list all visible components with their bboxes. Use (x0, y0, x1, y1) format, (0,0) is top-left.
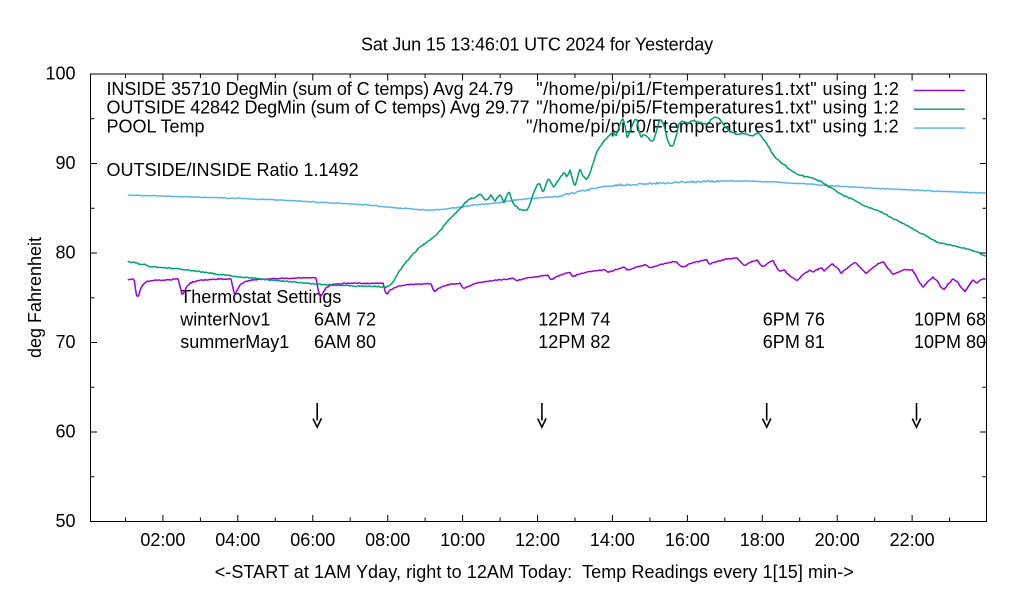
svg-text:Thermostat Settings: Thermostat Settings (180, 287, 341, 307)
svg-text:90: 90 (55, 153, 75, 173)
svg-text:02:00: 02:00 (140, 530, 185, 550)
svg-text:06:00: 06:00 (290, 530, 335, 550)
svg-text:70: 70 (55, 332, 75, 352)
svg-text:6AM 72: 6AM 72 (314, 310, 376, 330)
svg-text:22:00: 22:00 (890, 530, 935, 550)
svg-text:"/home/pi/pi10/Ftemperatures1.: "/home/pi/pi10/Ftemperatures1.txt" using… (526, 116, 899, 136)
svg-text:20:00: 20:00 (815, 530, 860, 550)
svg-text:"/home/pi/pi1/Ftemperatures1.t: "/home/pi/pi1/Ftemperatures1.txt" using … (536, 79, 899, 99)
svg-text:winterNov1: winterNov1 (179, 310, 270, 330)
svg-text:08:00: 08:00 (365, 530, 410, 550)
svg-text:Sat Jun 15 13:46:01 UTC 2024 f: Sat Jun 15 13:46:01 UTC 2024 for Yesterd… (361, 35, 713, 55)
svg-text:12PM 74: 12PM 74 (538, 310, 610, 330)
svg-text:<-START at 1AM Yday, right to: <-START at 1AM Yday, right to 12AM Today… (215, 562, 854, 582)
svg-text:6PM 81: 6PM 81 (763, 332, 825, 352)
svg-text:INSIDE 35710 DegMin (sum of C: INSIDE 35710 DegMin (sum of C temps) Avg… (107, 79, 514, 99)
svg-text:12:00: 12:00 (515, 530, 560, 550)
svg-text:6AM 80: 6AM 80 (314, 332, 376, 352)
svg-text:04:00: 04:00 (215, 530, 260, 550)
svg-text:OUTSIDE 42842 DegMin (sum of C: OUTSIDE 42842 DegMin (sum of C temps) Av… (107, 98, 530, 118)
svg-text:10PM 68: 10PM 68 (914, 310, 986, 330)
svg-text:14:00: 14:00 (590, 530, 635, 550)
svg-text:"/home/pi/pi5/Ftemperatures1.t: "/home/pi/pi5/Ftemperatures1.txt" using … (536, 98, 899, 118)
svg-text:deg Fahrenheit: deg Fahrenheit (25, 237, 45, 358)
svg-text:OUTSIDE/INSIDE Ratio 1.1492: OUTSIDE/INSIDE Ratio 1.1492 (107, 160, 359, 180)
svg-text:16:00: 16:00 (665, 530, 710, 550)
svg-text:10PM 80: 10PM 80 (914, 332, 986, 352)
svg-text:80: 80 (55, 243, 75, 263)
svg-text:50: 50 (55, 511, 75, 531)
svg-text:6PM 76: 6PM 76 (763, 310, 825, 330)
svg-text:18:00: 18:00 (740, 530, 785, 550)
svg-text:60: 60 (55, 422, 75, 442)
svg-text:100: 100 (45, 64, 75, 84)
svg-text:10:00: 10:00 (440, 530, 485, 550)
svg-text:12PM 82: 12PM 82 (538, 332, 610, 352)
svg-text:summerMay1: summerMay1 (180, 332, 289, 352)
svg-text:POOL Temp: POOL Temp (107, 116, 205, 136)
